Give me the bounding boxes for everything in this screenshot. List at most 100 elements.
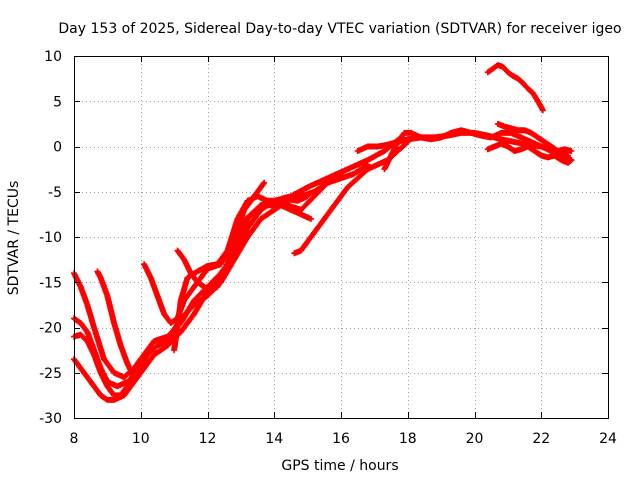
data-point (233, 258, 236, 261)
data-point (520, 136, 523, 139)
data-point (376, 145, 379, 148)
data-point (510, 127, 513, 130)
data-point (192, 312, 196, 316)
data-point (366, 163, 369, 166)
data-point (326, 181, 329, 184)
data-point (112, 398, 116, 402)
data-point (293, 252, 296, 255)
data-point (259, 217, 263, 221)
data-point (570, 149, 573, 153)
data-point (306, 240, 309, 243)
data-point (389, 154, 393, 157)
data-point (489, 136, 493, 139)
data-point (339, 172, 343, 175)
data-point (196, 281, 199, 284)
data-point (563, 148, 566, 151)
data-point (511, 74, 515, 78)
data-point (530, 140, 533, 144)
data-point (79, 367, 82, 370)
data-point (276, 199, 279, 202)
data-point (500, 142, 503, 145)
data-point (279, 204, 283, 207)
data-point (246, 226, 249, 230)
data-point (491, 67, 495, 70)
data-point (92, 353, 96, 356)
data-point (409, 131, 413, 135)
series-track-7 (171, 193, 311, 354)
data-point (486, 71, 490, 74)
data-point (79, 333, 82, 336)
chart-title: Day 153 of 2025, Sidereal Day-to-day VTE… (58, 21, 621, 37)
data-point (126, 385, 129, 388)
data-point (256, 190, 259, 193)
data-point (346, 167, 349, 171)
data-point (216, 285, 219, 288)
data-point (192, 299, 196, 302)
data-point (202, 285, 206, 288)
data-point (229, 253, 233, 257)
data-point (152, 353, 156, 356)
data-point (246, 235, 249, 239)
data-point (540, 145, 543, 148)
series-track-5 (94, 268, 138, 381)
data-point (560, 154, 563, 157)
x-tick-label: 8 (70, 431, 79, 447)
data-point (523, 129, 526, 132)
data-point (556, 149, 560, 153)
y-tick-label: -5 (48, 185, 62, 201)
grid (74, 56, 608, 418)
data-point (176, 326, 179, 329)
y-tick-label: 5 (53, 94, 62, 110)
data-point (543, 140, 546, 144)
x-tick-label: 10 (132, 431, 150, 447)
y-tick-label: -25 (39, 366, 62, 382)
series-track-8 (174, 179, 268, 295)
data-point (326, 213, 329, 216)
data-point (132, 376, 136, 379)
data-point (112, 321, 116, 325)
data-point (533, 149, 536, 153)
data-point (376, 163, 379, 166)
data-point (139, 357, 142, 361)
data-point (172, 348, 176, 352)
data-point (106, 385, 109, 388)
data-point (536, 100, 540, 103)
data-point (156, 294, 159, 298)
data-point (243, 208, 246, 212)
axis-ticks: 8 10 12 14 16 18 20 22 24 10 5 0 -5 -10 -15 -20 -25 -30 (39, 49, 617, 447)
data-point (186, 276, 189, 279)
data-point (316, 226, 319, 230)
data-point (236, 226, 239, 230)
data-point (526, 87, 530, 90)
data-point (366, 145, 369, 148)
data-point (286, 197, 289, 201)
data-point (206, 264, 209, 268)
data-point (122, 376, 126, 379)
data-point (309, 217, 313, 221)
data-point (536, 136, 540, 139)
data-point (126, 362, 129, 365)
data-point (99, 276, 102, 279)
y-tick-label: 0 (53, 140, 62, 156)
y-tick-label: -15 (39, 275, 62, 291)
data-point (566, 161, 570, 164)
data-point (326, 176, 329, 180)
series-track-12 (484, 140, 575, 166)
data-point (546, 156, 550, 159)
data-point (429, 138, 433, 141)
series-markers (381, 127, 575, 173)
data-point (119, 394, 122, 397)
data-point (306, 186, 309, 189)
y-tick-label: -30 (39, 411, 62, 427)
x-tick-label: 22 (532, 431, 550, 447)
data-point (469, 131, 473, 135)
data-point (92, 385, 96, 388)
y-tick-label: 10 (44, 49, 62, 65)
data-point (119, 344, 122, 347)
data-point (179, 330, 182, 334)
data-point (406, 138, 409, 141)
y-tick-label: -20 (39, 321, 62, 337)
data-point (179, 299, 182, 302)
data-point (102, 357, 106, 361)
data-point (162, 312, 166, 316)
